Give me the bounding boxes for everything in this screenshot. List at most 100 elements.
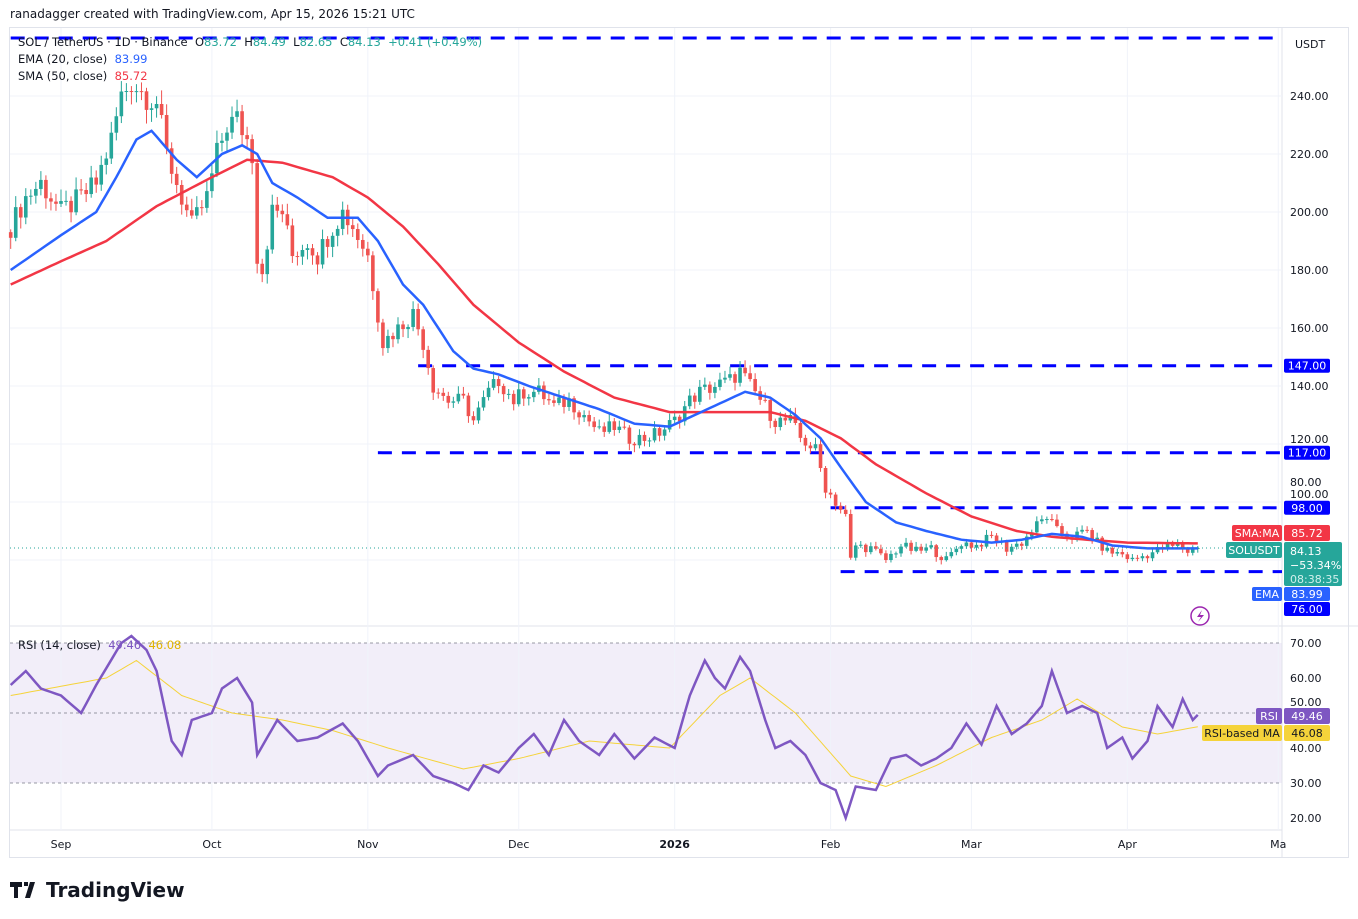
candle-body[interactable] — [506, 393, 511, 395]
candle-body[interactable] — [436, 392, 441, 394]
candle-body[interactable] — [1140, 556, 1145, 559]
candle-body[interactable] — [189, 210, 194, 216]
candle-body[interactable] — [129, 91, 134, 93]
candle-body[interactable] — [64, 200, 68, 202]
candle-body[interactable] — [99, 164, 104, 185]
candle-body[interactable] — [366, 248, 370, 256]
candle-body[interactable] — [295, 256, 300, 258]
candle-body[interactable] — [884, 553, 888, 561]
candle-body[interactable] — [853, 545, 858, 558]
candle-body[interactable] — [984, 534, 989, 547]
candle-body[interactable] — [909, 542, 913, 551]
candle-body[interactable] — [914, 546, 918, 551]
candle-body[interactable] — [959, 546, 964, 549]
candle-body[interactable] — [124, 91, 129, 93]
candle-body[interactable] — [159, 104, 164, 116]
candle-body[interactable] — [516, 389, 521, 405]
candle-body[interactable] — [733, 374, 737, 383]
candle-body[interactable] — [1175, 543, 1180, 546]
candle-body[interactable] — [104, 158, 109, 165]
candle-body[interactable] — [39, 179, 43, 189]
candle-body[interactable] — [587, 415, 591, 422]
candle-body[interactable] — [698, 386, 702, 402]
candle-body[interactable] — [763, 399, 767, 401]
candle-body[interactable] — [642, 434, 647, 441]
candle-body[interactable] — [1024, 536, 1029, 546]
candle-body[interactable] — [964, 542, 969, 547]
candle-body[interactable] — [501, 386, 506, 395]
candle-body[interactable] — [979, 544, 984, 547]
rsi-line[interactable] — [9, 634, 1199, 822]
candle-body[interactable] — [577, 412, 581, 418]
candle-body[interactable] — [386, 335, 390, 349]
candle-body[interactable] — [1014, 543, 1019, 547]
candle-body[interactable] — [813, 444, 818, 449]
candle-body[interactable] — [728, 374, 732, 378]
candle-body[interactable] — [496, 379, 501, 387]
candle-body[interactable] — [607, 421, 612, 432]
candle-body[interactable] — [174, 173, 179, 185]
candle-body[interactable] — [954, 548, 959, 553]
candle-body[interactable] — [944, 556, 949, 561]
candle-body[interactable] — [381, 322, 385, 349]
candle-body[interactable] — [823, 468, 828, 493]
candle-body[interactable] — [290, 225, 295, 257]
candle-body[interactable] — [552, 400, 556, 403]
candle-body[interactable] — [632, 443, 637, 446]
candle-body[interactable] — [371, 255, 375, 292]
candle-body[interactable] — [753, 379, 757, 392]
candle-body[interactable] — [864, 544, 868, 553]
candle-body[interactable] — [1085, 529, 1089, 531]
candle-body[interactable] — [235, 111, 239, 117]
candle-body[interactable] — [34, 188, 38, 196]
candle-body[interactable] — [748, 373, 752, 380]
candle-body[interactable] — [1165, 544, 1170, 550]
candle-body[interactable] — [406, 326, 410, 330]
candle-body[interactable] — [335, 228, 340, 236]
candle-body[interactable] — [511, 393, 516, 405]
candle-body[interactable] — [426, 349, 430, 369]
candle-body[interactable] — [44, 179, 48, 199]
candle-body[interactable] — [1080, 529, 1084, 532]
candle-body[interactable] — [1009, 546, 1014, 552]
candle-body[interactable] — [657, 428, 662, 436]
candle-body[interactable] — [149, 108, 154, 110]
candle-body[interactable] — [989, 534, 994, 536]
candle-body[interactable] — [169, 148, 174, 174]
candle-body[interactable] — [431, 368, 436, 393]
rsi-legend[interactable]: RSI (14, close) 49.46 46.08 — [18, 638, 181, 652]
candle-body[interactable] — [547, 399, 551, 401]
candle-body[interactable] — [703, 384, 707, 387]
candle-body[interactable] — [939, 557, 944, 561]
candle-body[interactable] — [1125, 554, 1130, 560]
candle-body[interactable] — [1130, 557, 1135, 560]
ema-legend[interactable]: EMA (20, close) 83.99 — [18, 52, 148, 66]
candle-body[interactable] — [889, 553, 893, 561]
candle-body[interactable] — [627, 427, 632, 444]
candle-body[interactable] — [1115, 552, 1120, 554]
candle-body[interactable] — [974, 544, 979, 548]
candle-body[interactable] — [521, 389, 526, 399]
candle-body[interactable] — [481, 397, 486, 408]
candle-body[interactable] — [833, 494, 838, 506]
candle-body[interactable] — [1155, 547, 1160, 553]
candle-body[interactable] — [1150, 552, 1155, 559]
candle-body[interactable] — [949, 552, 954, 557]
candle-body[interactable] — [416, 309, 420, 330]
candle-body[interactable] — [154, 104, 159, 109]
candle-body[interactable] — [1004, 541, 1009, 552]
candle-body[interactable] — [466, 395, 471, 417]
candle-body[interactable] — [8, 232, 13, 238]
candle-body[interactable] — [778, 417, 783, 428]
candle-body[interactable] — [461, 393, 466, 396]
candle-body[interactable] — [376, 291, 380, 323]
candle-body[interactable] — [798, 422, 803, 438]
candle-body[interactable] — [617, 426, 622, 430]
candle-body[interactable] — [843, 509, 848, 515]
candle-body[interactable] — [879, 548, 883, 554]
candle-body[interactable] — [184, 204, 189, 211]
sma-legend[interactable]: SMA (50, close) 85.72 — [18, 69, 148, 83]
candle-body[interactable] — [144, 91, 149, 110]
candle-body[interactable] — [205, 191, 209, 208]
